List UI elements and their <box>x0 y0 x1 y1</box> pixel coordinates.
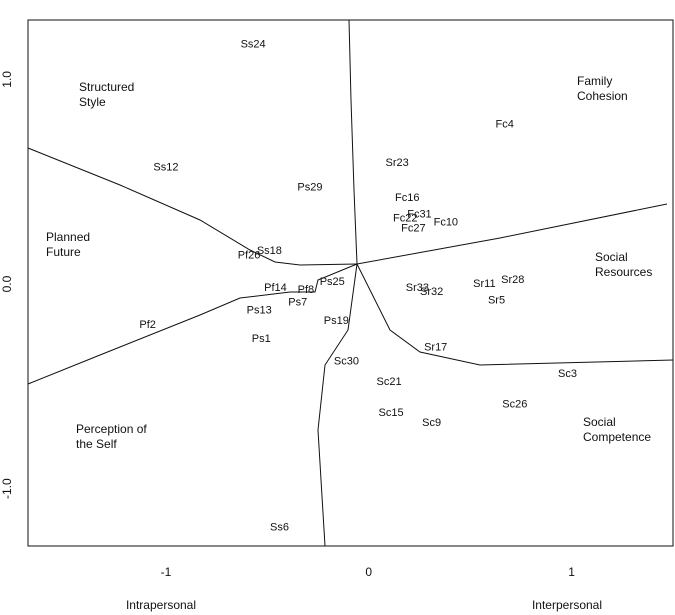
point-label: Fc22 <box>393 212 417 224</box>
point-label: Sr33 <box>406 282 429 294</box>
plot-frame <box>27 19 674 547</box>
region-label: Future <box>46 245 81 259</box>
point-label: Sc30 <box>334 356 359 368</box>
point-label: Ps29 <box>297 182 322 194</box>
point-label: Fc27 <box>401 223 425 235</box>
point-label: Pf2 <box>139 319 156 331</box>
point-label: Sc21 <box>376 376 401 388</box>
point-label: Fc31 <box>407 208 431 220</box>
point-label: Sc26 <box>502 399 527 411</box>
region-label: Competence <box>583 430 651 444</box>
region-label: Style <box>79 95 106 109</box>
region-label: Cohesion <box>577 89 628 103</box>
point-label: Ps1 <box>252 333 271 345</box>
y-tick-label: 0.0 <box>0 275 14 292</box>
point-label: Fc16 <box>395 192 419 204</box>
point-label: Ps13 <box>247 305 272 317</box>
point-label: Ss18 <box>257 245 282 257</box>
point-label: Ss12 <box>153 161 178 173</box>
region-label: Resources <box>595 265 652 279</box>
point-label: Sc9 <box>422 417 441 429</box>
point-label: Pf8 <box>298 284 315 296</box>
point-label: Sr28 <box>501 274 524 286</box>
point-label: Ss6 <box>270 521 289 533</box>
point-label: Pf14 <box>264 282 287 294</box>
point-label: Sr11 <box>473 278 495 290</box>
y-tick-label: 1.0 <box>0 71 14 88</box>
region-label: Social <box>595 250 628 264</box>
point-label: Ps7 <box>288 296 307 308</box>
point-label: Sc15 <box>379 407 404 419</box>
region-boundaries <box>27 19 674 547</box>
region-label: the Self <box>76 437 117 451</box>
point-label: Sr17 <box>424 341 447 353</box>
point-label: Sr32 <box>420 286 443 298</box>
y-tick-label: -1.0 <box>0 478 14 499</box>
region-label: Planned <box>46 230 90 244</box>
x-group-label: Interpersonal <box>532 598 602 612</box>
point-label: Ps25 <box>320 276 345 288</box>
point-label: Ps19 <box>324 315 349 327</box>
point-label: Fc10 <box>434 217 458 229</box>
region-label: Structured <box>79 80 134 94</box>
x-tick-label: 0 <box>365 565 372 579</box>
point-label: Sc3 <box>558 368 577 380</box>
x-tick-label: 1 <box>568 565 575 579</box>
x-group-label: Intrapersonal <box>126 598 196 612</box>
point-label: Ss24 <box>241 38 266 50</box>
x-tick-label: -1 <box>161 565 172 579</box>
region-label: Perception of <box>76 422 147 436</box>
point-label: Sr23 <box>386 157 409 169</box>
region-label: Family <box>577 74 612 88</box>
point-label: Fc4 <box>495 118 513 130</box>
point-label: Pf26 <box>238 249 261 261</box>
region-label: Social <box>583 415 616 429</box>
point-label: Sr5 <box>488 294 505 306</box>
